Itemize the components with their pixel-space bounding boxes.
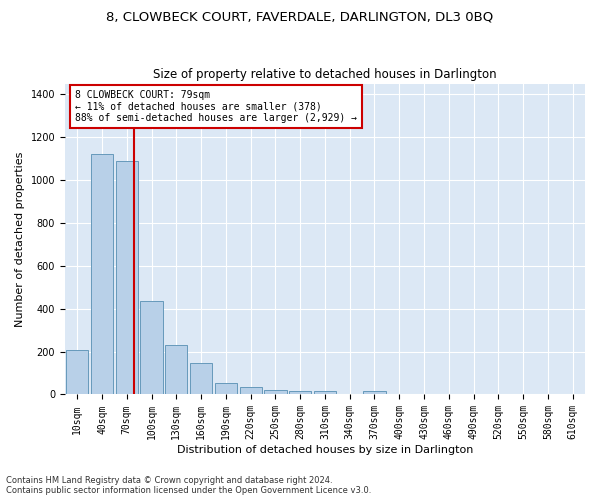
Text: Contains HM Land Registry data © Crown copyright and database right 2024.
Contai: Contains HM Land Registry data © Crown c… <box>6 476 371 495</box>
Y-axis label: Number of detached properties: Number of detached properties <box>15 152 25 326</box>
X-axis label: Distribution of detached houses by size in Darlington: Distribution of detached houses by size … <box>177 445 473 455</box>
Bar <box>314 392 336 394</box>
Bar <box>215 382 237 394</box>
Text: 8, CLOWBECK COURT, FAVERDALE, DARLINGTON, DL3 0BQ: 8, CLOWBECK COURT, FAVERDALE, DARLINGTON… <box>106 10 494 23</box>
Bar <box>91 154 113 394</box>
Text: 8 CLOWBECK COURT: 79sqm
← 11% of detached houses are smaller (378)
88% of semi-d: 8 CLOWBECK COURT: 79sqm ← 11% of detache… <box>76 90 358 123</box>
Bar <box>289 392 311 394</box>
Bar <box>165 345 187 395</box>
Bar <box>66 350 88 395</box>
Bar <box>116 160 138 394</box>
Bar <box>264 390 287 394</box>
Bar <box>364 392 386 394</box>
Bar <box>239 386 262 394</box>
Bar <box>140 301 163 394</box>
Bar <box>190 362 212 394</box>
Title: Size of property relative to detached houses in Darlington: Size of property relative to detached ho… <box>153 68 497 81</box>
